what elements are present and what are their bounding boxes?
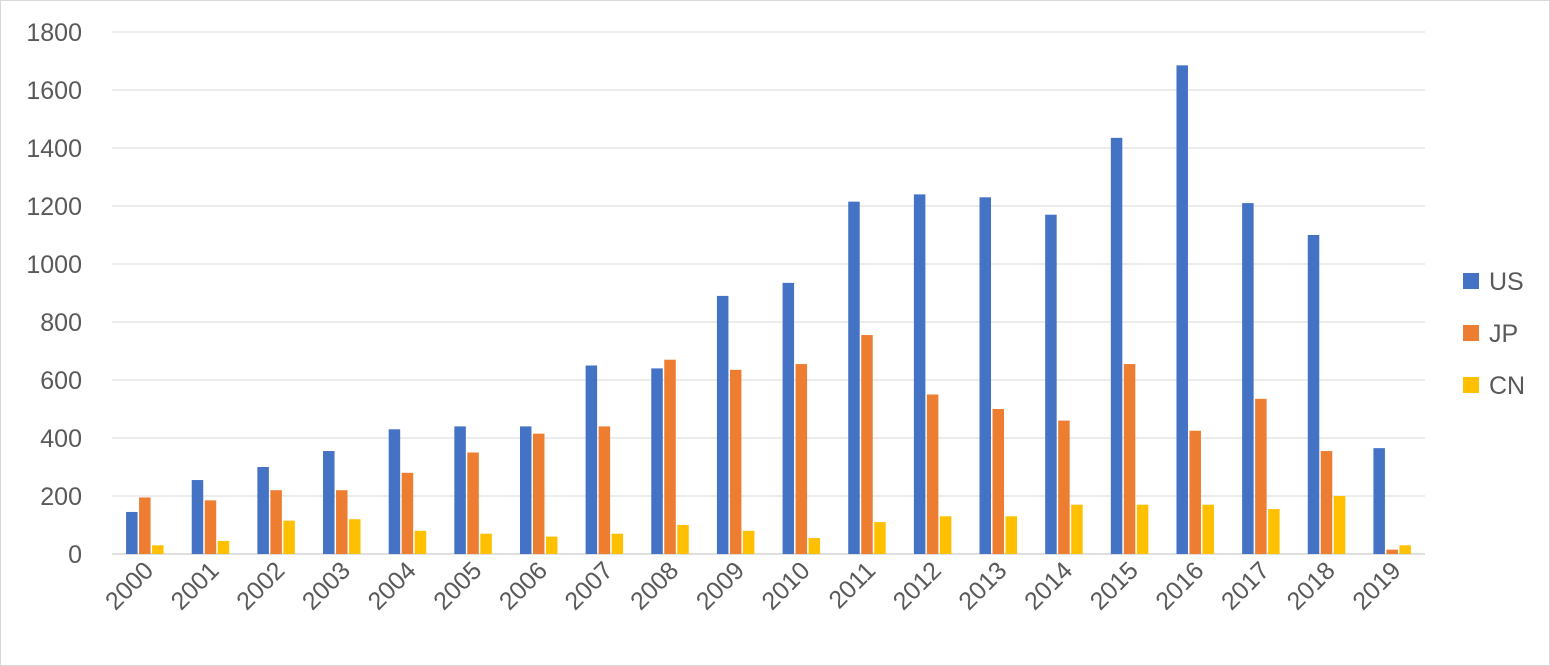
x-tick-label: 2009 bbox=[691, 556, 750, 615]
x-tick-label: 2015 bbox=[1085, 556, 1144, 615]
bar-us-2018 bbox=[1307, 235, 1320, 554]
bar-cn-2017 bbox=[1268, 509, 1280, 554]
bar-us-2013 bbox=[979, 197, 992, 555]
bar-cn-2018 bbox=[1333, 496, 1346, 554]
bar-jp-2003 bbox=[336, 490, 348, 554]
x-tick-label: 2011 bbox=[823, 556, 881, 614]
bar-us-2011 bbox=[848, 201, 860, 554]
bar-cn-2011 bbox=[874, 522, 886, 554]
x-tick-label: 2000 bbox=[100, 556, 159, 615]
x-tick-label: 2005 bbox=[428, 556, 487, 615]
bar-us-2002 bbox=[257, 467, 269, 554]
bar-jp-2008 bbox=[664, 359, 676, 554]
bar-cn-2015 bbox=[1136, 504, 1149, 554]
x-tick-label: 2019 bbox=[1347, 556, 1406, 615]
bar-jp-2007 bbox=[598, 426, 611, 554]
x-tick-label: 2017 bbox=[1216, 556, 1275, 615]
legend-label-us: US bbox=[1489, 268, 1524, 296]
bar-jp-2018 bbox=[1320, 451, 1333, 554]
bar-cn-2019 bbox=[1399, 545, 1411, 554]
bar-us-2012 bbox=[913, 194, 926, 554]
bar-us-2015 bbox=[1110, 137, 1123, 554]
x-tick-label: 2008 bbox=[625, 556, 684, 615]
bar-jp-2017 bbox=[1255, 398, 1267, 554]
legend-label-cn: CN bbox=[1489, 372, 1525, 400]
bar-cn-2012 bbox=[939, 516, 952, 554]
bar-us-2008 bbox=[651, 368, 663, 554]
bar-us-2000 bbox=[126, 511, 138, 554]
bar-us-2001 bbox=[191, 480, 204, 554]
bar-us-2019 bbox=[1373, 448, 1385, 554]
legend-swatch-us bbox=[1463, 273, 1479, 289]
x-tick-label: 2014 bbox=[1019, 556, 1078, 615]
x-tick-label: 2010 bbox=[756, 556, 815, 615]
bar-us-2016 bbox=[1176, 65, 1188, 554]
bar-jp-2015 bbox=[1123, 364, 1136, 554]
bar-jp-2005 bbox=[467, 452, 479, 554]
x-tick-label: 2007 bbox=[559, 556, 618, 615]
legend-swatch-cn bbox=[1463, 377, 1479, 393]
bar-jp-2002 bbox=[270, 490, 282, 554]
bar-jp-2010 bbox=[795, 364, 808, 554]
y-tick-label: 1000 bbox=[26, 251, 82, 279]
bar-cn-2016 bbox=[1202, 504, 1214, 554]
bar-cn-2010 bbox=[808, 538, 821, 554]
y-tick-label: 600 bbox=[40, 367, 82, 395]
bar-cn-2008 bbox=[677, 525, 689, 554]
bar-cn-2001 bbox=[217, 540, 230, 554]
bar-cn-2009 bbox=[742, 530, 755, 554]
x-tick-label: 2003 bbox=[297, 556, 356, 615]
bar-cn-2007 bbox=[611, 533, 624, 554]
bar-jp-2013 bbox=[992, 409, 1005, 554]
x-tick-label: 2018 bbox=[1282, 556, 1341, 615]
bar-cn-2006 bbox=[545, 536, 558, 554]
bar-cn-2005 bbox=[480, 533, 492, 554]
y-tick-label: 200 bbox=[40, 483, 82, 511]
x-tick-label: 2012 bbox=[888, 556, 947, 615]
bar-jp-2001 bbox=[204, 500, 217, 554]
y-tick-label: 1200 bbox=[26, 193, 82, 221]
bar-us-2017 bbox=[1242, 203, 1254, 554]
x-tick-label: 2002 bbox=[231, 556, 290, 615]
bar-jp-2004 bbox=[401, 472, 414, 554]
bar-us-2007 bbox=[585, 365, 598, 554]
bar-jp-2006 bbox=[532, 433, 545, 554]
bar-jp-2012 bbox=[926, 394, 939, 554]
bar-us-2010 bbox=[782, 282, 795, 554]
bar-us-2004 bbox=[388, 429, 401, 554]
bar-us-2003 bbox=[323, 451, 335, 554]
bar-cn-2013 bbox=[1005, 516, 1018, 554]
y-tick-label: 1800 bbox=[26, 19, 82, 47]
legend-label-jp: JP bbox=[1489, 320, 1518, 348]
bar-jp-2000 bbox=[139, 497, 151, 554]
bar-jp-2019 bbox=[1386, 549, 1398, 554]
y-tick-label: 800 bbox=[40, 309, 82, 337]
y-tick-label: 1600 bbox=[26, 77, 82, 105]
bar-jp-2016 bbox=[1189, 430, 1201, 554]
bar-cn-2014 bbox=[1071, 504, 1083, 554]
bar-us-2006 bbox=[519, 426, 532, 554]
bar-cn-2004 bbox=[414, 530, 427, 554]
bar-cn-2000 bbox=[152, 545, 164, 554]
y-tick-label: 1400 bbox=[26, 135, 82, 163]
y-tick-label: 0 bbox=[68, 541, 82, 569]
x-tick-label: 2006 bbox=[494, 556, 553, 615]
x-tick-label: 2013 bbox=[953, 556, 1012, 615]
bar-us-2014 bbox=[1045, 214, 1057, 554]
y-tick-label: 400 bbox=[40, 425, 82, 453]
bar-jp-2011 bbox=[861, 335, 873, 554]
bar-cn-2002 bbox=[283, 520, 295, 554]
legend-swatch-jp bbox=[1463, 325, 1479, 341]
x-tick-label: 2001 bbox=[166, 556, 225, 615]
bar-jp-2014 bbox=[1058, 420, 1070, 554]
bar-us-2005 bbox=[454, 426, 466, 554]
bar-us-2009 bbox=[716, 295, 729, 554]
x-tick-label: 2004 bbox=[363, 556, 422, 615]
bar-jp-2009 bbox=[729, 369, 742, 554]
x-tick-label: 2016 bbox=[1150, 556, 1209, 615]
bar-cn-2003 bbox=[349, 519, 361, 554]
